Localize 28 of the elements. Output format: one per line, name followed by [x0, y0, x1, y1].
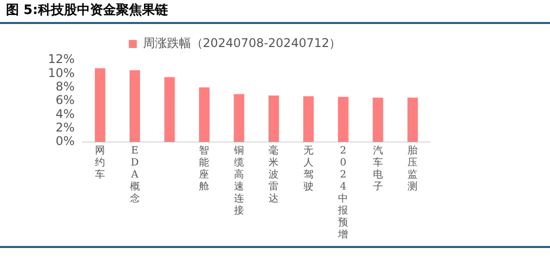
bar — [164, 77, 175, 142]
y-tick-label: 8% — [56, 79, 75, 94]
bar — [130, 70, 140, 142]
chart-title: 图 5:科技股中资金聚焦果链 — [0, 0, 550, 24]
y-tick-label: 12% — [48, 52, 75, 66]
bar — [234, 94, 244, 142]
x-tick-label: 智能座舱 — [199, 144, 210, 193]
bar — [303, 96, 314, 142]
y-tick-label: 4% — [56, 106, 75, 121]
bar — [338, 96, 348, 142]
x-tick-label: EDA概念 — [130, 146, 140, 205]
y-tick-label: 10% — [48, 66, 75, 80]
legend-label: 周涨跌幅（20240708-20240712） — [142, 36, 342, 50]
x-tick-label: 铜缆高速连接 — [232, 146, 244, 217]
x-tick-label: 毫米波雷达 — [268, 144, 279, 205]
bar — [94, 68, 106, 142]
y-tick-label: 0% — [56, 134, 75, 148]
bar — [199, 87, 210, 142]
bar — [407, 98, 418, 142]
x-tick-label: 网约车 — [95, 146, 106, 181]
bar — [268, 96, 279, 142]
bar — [372, 98, 384, 142]
x-tick-label: 2024中报预增 — [337, 146, 348, 241]
x-tick-label: 汽车电子 — [372, 144, 383, 193]
y-tick-label: 6% — [56, 93, 75, 108]
y-tick-label: 2% — [56, 120, 75, 134]
x-tick-label: 无人驾驶 — [303, 146, 314, 193]
x-tick-label: 胎压监测 — [408, 144, 418, 193]
